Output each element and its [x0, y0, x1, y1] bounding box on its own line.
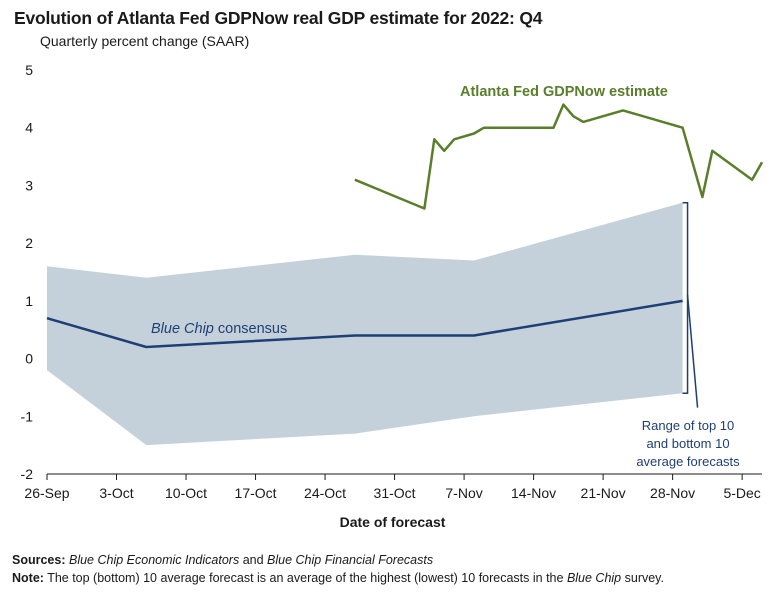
note-part3: survey. [621, 571, 664, 585]
x-tick-label: 3-Oct [99, 485, 133, 501]
sources-part3: Blue Chip Financial Forecasts [267, 553, 434, 567]
y-tick-label: 3 [25, 177, 33, 193]
footnote: Note: The top (bottom) 10 average foreca… [12, 571, 664, 585]
chart-title: Evolution of Atlanta Fed GDPNow real GDP… [14, 8, 543, 28]
y-tick-label: -2 [21, 466, 34, 482]
sources-label: Sources: [12, 553, 66, 567]
x-tick-label: 10-Oct [165, 485, 207, 501]
x-axis-title: Date of forecast [340, 514, 446, 530]
series-label-bluechip-italic: Blue Chip [151, 321, 214, 337]
series-line-gdpnow [354, 103, 764, 210]
y-tick-label: 0 [25, 351, 33, 367]
series-line-bluechip-consensus [46, 299, 683, 349]
range-band-label-line: average forecasts [636, 454, 740, 469]
x-tick-label: 21-Nov [581, 485, 626, 501]
note-part1: The top (bottom) 10 average forecast is … [43, 571, 567, 585]
sources-part1: Blue Chip Economic Indicators [68, 553, 240, 567]
range-bracket [682, 201, 689, 394]
x-tick-label: 28-Nov [650, 485, 695, 501]
range-band-label-line: Range of top 10 [642, 418, 735, 433]
sources-part2: and [239, 553, 268, 567]
sources-note: Sources: Blue Chip Economic Indicators a… [12, 553, 433, 567]
note-part2: Blue Chip [566, 571, 622, 585]
range-band-label-line: and bottom 10 [646, 436, 729, 451]
y-tick-label: 2 [25, 235, 33, 251]
range-band-area [47, 202, 683, 446]
x-tick-label: 26-Sep [24, 485, 69, 501]
note-label: Note: [12, 571, 44, 585]
range-leader-line [686, 295, 699, 408]
y-tick-label: -1 [21, 408, 34, 424]
y-tick-label: 4 [25, 120, 33, 136]
x-tick-label: 31-Oct [374, 485, 416, 501]
y-tick-label: 1 [25, 293, 33, 309]
x-tick-label: 24-Oct [304, 485, 346, 501]
series-label-bluechip-rest: consensus [214, 321, 287, 337]
x-tick-label: 5-Dec [723, 485, 760, 501]
series-label-gdpnow: Atlanta Fed GDPNow estimate [460, 84, 668, 100]
x-tick-label: 14-Nov [511, 485, 556, 501]
x-tick-label: 17-Oct [235, 485, 277, 501]
x-tick-label: 7-Nov [445, 485, 482, 501]
chart-subtitle: Quarterly percent change (SAAR) [40, 33, 250, 49]
y-tick-label: 5 [25, 62, 33, 78]
series-label-bluechip: Blue Chip consensus [151, 321, 287, 337]
